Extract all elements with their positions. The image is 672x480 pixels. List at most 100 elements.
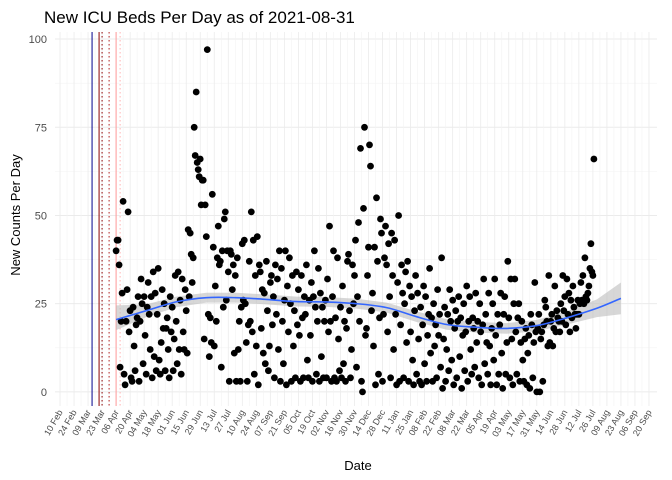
data-point	[162, 325, 170, 332]
data-point	[296, 332, 303, 339]
data-point	[513, 370, 521, 378]
data-point	[324, 275, 331, 283]
data-point	[318, 353, 325, 360]
data-point	[221, 208, 229, 216]
data-point	[394, 279, 401, 286]
data-point	[353, 363, 360, 371]
data-point	[280, 360, 287, 368]
data-point	[116, 363, 124, 371]
data-point	[261, 360, 269, 368]
data-point	[277, 377, 284, 385]
data-point	[290, 342, 297, 350]
data-point	[284, 282, 291, 290]
data-point	[206, 314, 214, 322]
data-point	[384, 328, 391, 336]
data-point	[411, 307, 418, 315]
data-point	[556, 328, 564, 336]
data-point	[172, 317, 180, 325]
data-point	[569, 282, 577, 290]
data-point	[351, 272, 358, 279]
data-point	[505, 314, 513, 322]
data-point	[175, 346, 183, 353]
data-point	[332, 314, 339, 322]
data-point	[177, 370, 185, 378]
data-point	[141, 332, 149, 339]
data-point	[326, 222, 333, 230]
data-point	[567, 296, 575, 304]
data-point	[286, 254, 293, 262]
data-point	[210, 342, 218, 350]
data-point	[342, 377, 349, 385]
data-point	[509, 381, 517, 389]
data-point	[317, 289, 324, 297]
data-point	[439, 385, 446, 392]
data-point	[570, 303, 578, 311]
y-tick-label: 50	[35, 210, 47, 222]
data-point	[248, 328, 256, 336]
data-point	[165, 374, 173, 382]
data-point	[242, 339, 250, 346]
data-point	[185, 293, 193, 300]
data-point	[579, 272, 587, 279]
data-point	[474, 317, 482, 325]
data-point	[451, 325, 459, 332]
data-point	[458, 385, 466, 392]
data-point	[112, 247, 120, 255]
data-point	[387, 374, 394, 382]
data-point	[167, 328, 175, 336]
data-point	[307, 332, 314, 339]
data-point	[182, 307, 190, 315]
data-point	[390, 346, 397, 353]
data-point	[443, 346, 451, 353]
data-point	[450, 381, 458, 389]
data-point	[548, 310, 556, 318]
data-point	[363, 325, 370, 332]
data-point	[294, 321, 301, 329]
data-point	[518, 317, 526, 325]
data-point	[460, 300, 468, 308]
data-point	[333, 377, 340, 385]
data-point	[327, 317, 334, 325]
data-point	[539, 377, 547, 385]
data-point	[347, 374, 354, 382]
data-point	[251, 272, 259, 279]
data-point	[529, 374, 537, 382]
data-point	[371, 243, 378, 251]
data-point	[414, 289, 421, 297]
data-point	[479, 321, 487, 329]
data-point	[271, 374, 278, 382]
data-point	[442, 377, 449, 385]
data-point	[422, 293, 429, 300]
data-point	[209, 243, 217, 251]
data-point	[300, 374, 307, 382]
data-point	[504, 257, 512, 265]
data-point	[493, 381, 501, 389]
data-point	[158, 286, 166, 293]
data-point	[128, 377, 136, 385]
data-point	[476, 300, 484, 308]
data-point	[264, 307, 271, 315]
data-point	[260, 289, 268, 297]
data-point	[466, 293, 474, 300]
data-point	[156, 370, 164, 378]
data-point	[276, 247, 283, 255]
data-point	[372, 381, 379, 389]
data-point	[360, 205, 367, 212]
y-axis-ticks: 0 25 50 75 100	[29, 34, 47, 399]
data-point	[269, 321, 276, 329]
data-point	[531, 279, 539, 286]
data-point	[282, 247, 289, 255]
data-point	[398, 261, 405, 269]
data-point	[463, 282, 471, 290]
data-point	[378, 229, 385, 237]
data-point	[441, 303, 448, 311]
data-point	[389, 272, 396, 279]
data-point	[181, 286, 189, 293]
data-point	[381, 254, 388, 262]
data-point	[545, 272, 553, 279]
data-point	[577, 279, 585, 286]
data-point	[368, 307, 375, 315]
data-point	[402, 268, 409, 276]
data-point	[406, 282, 413, 290]
